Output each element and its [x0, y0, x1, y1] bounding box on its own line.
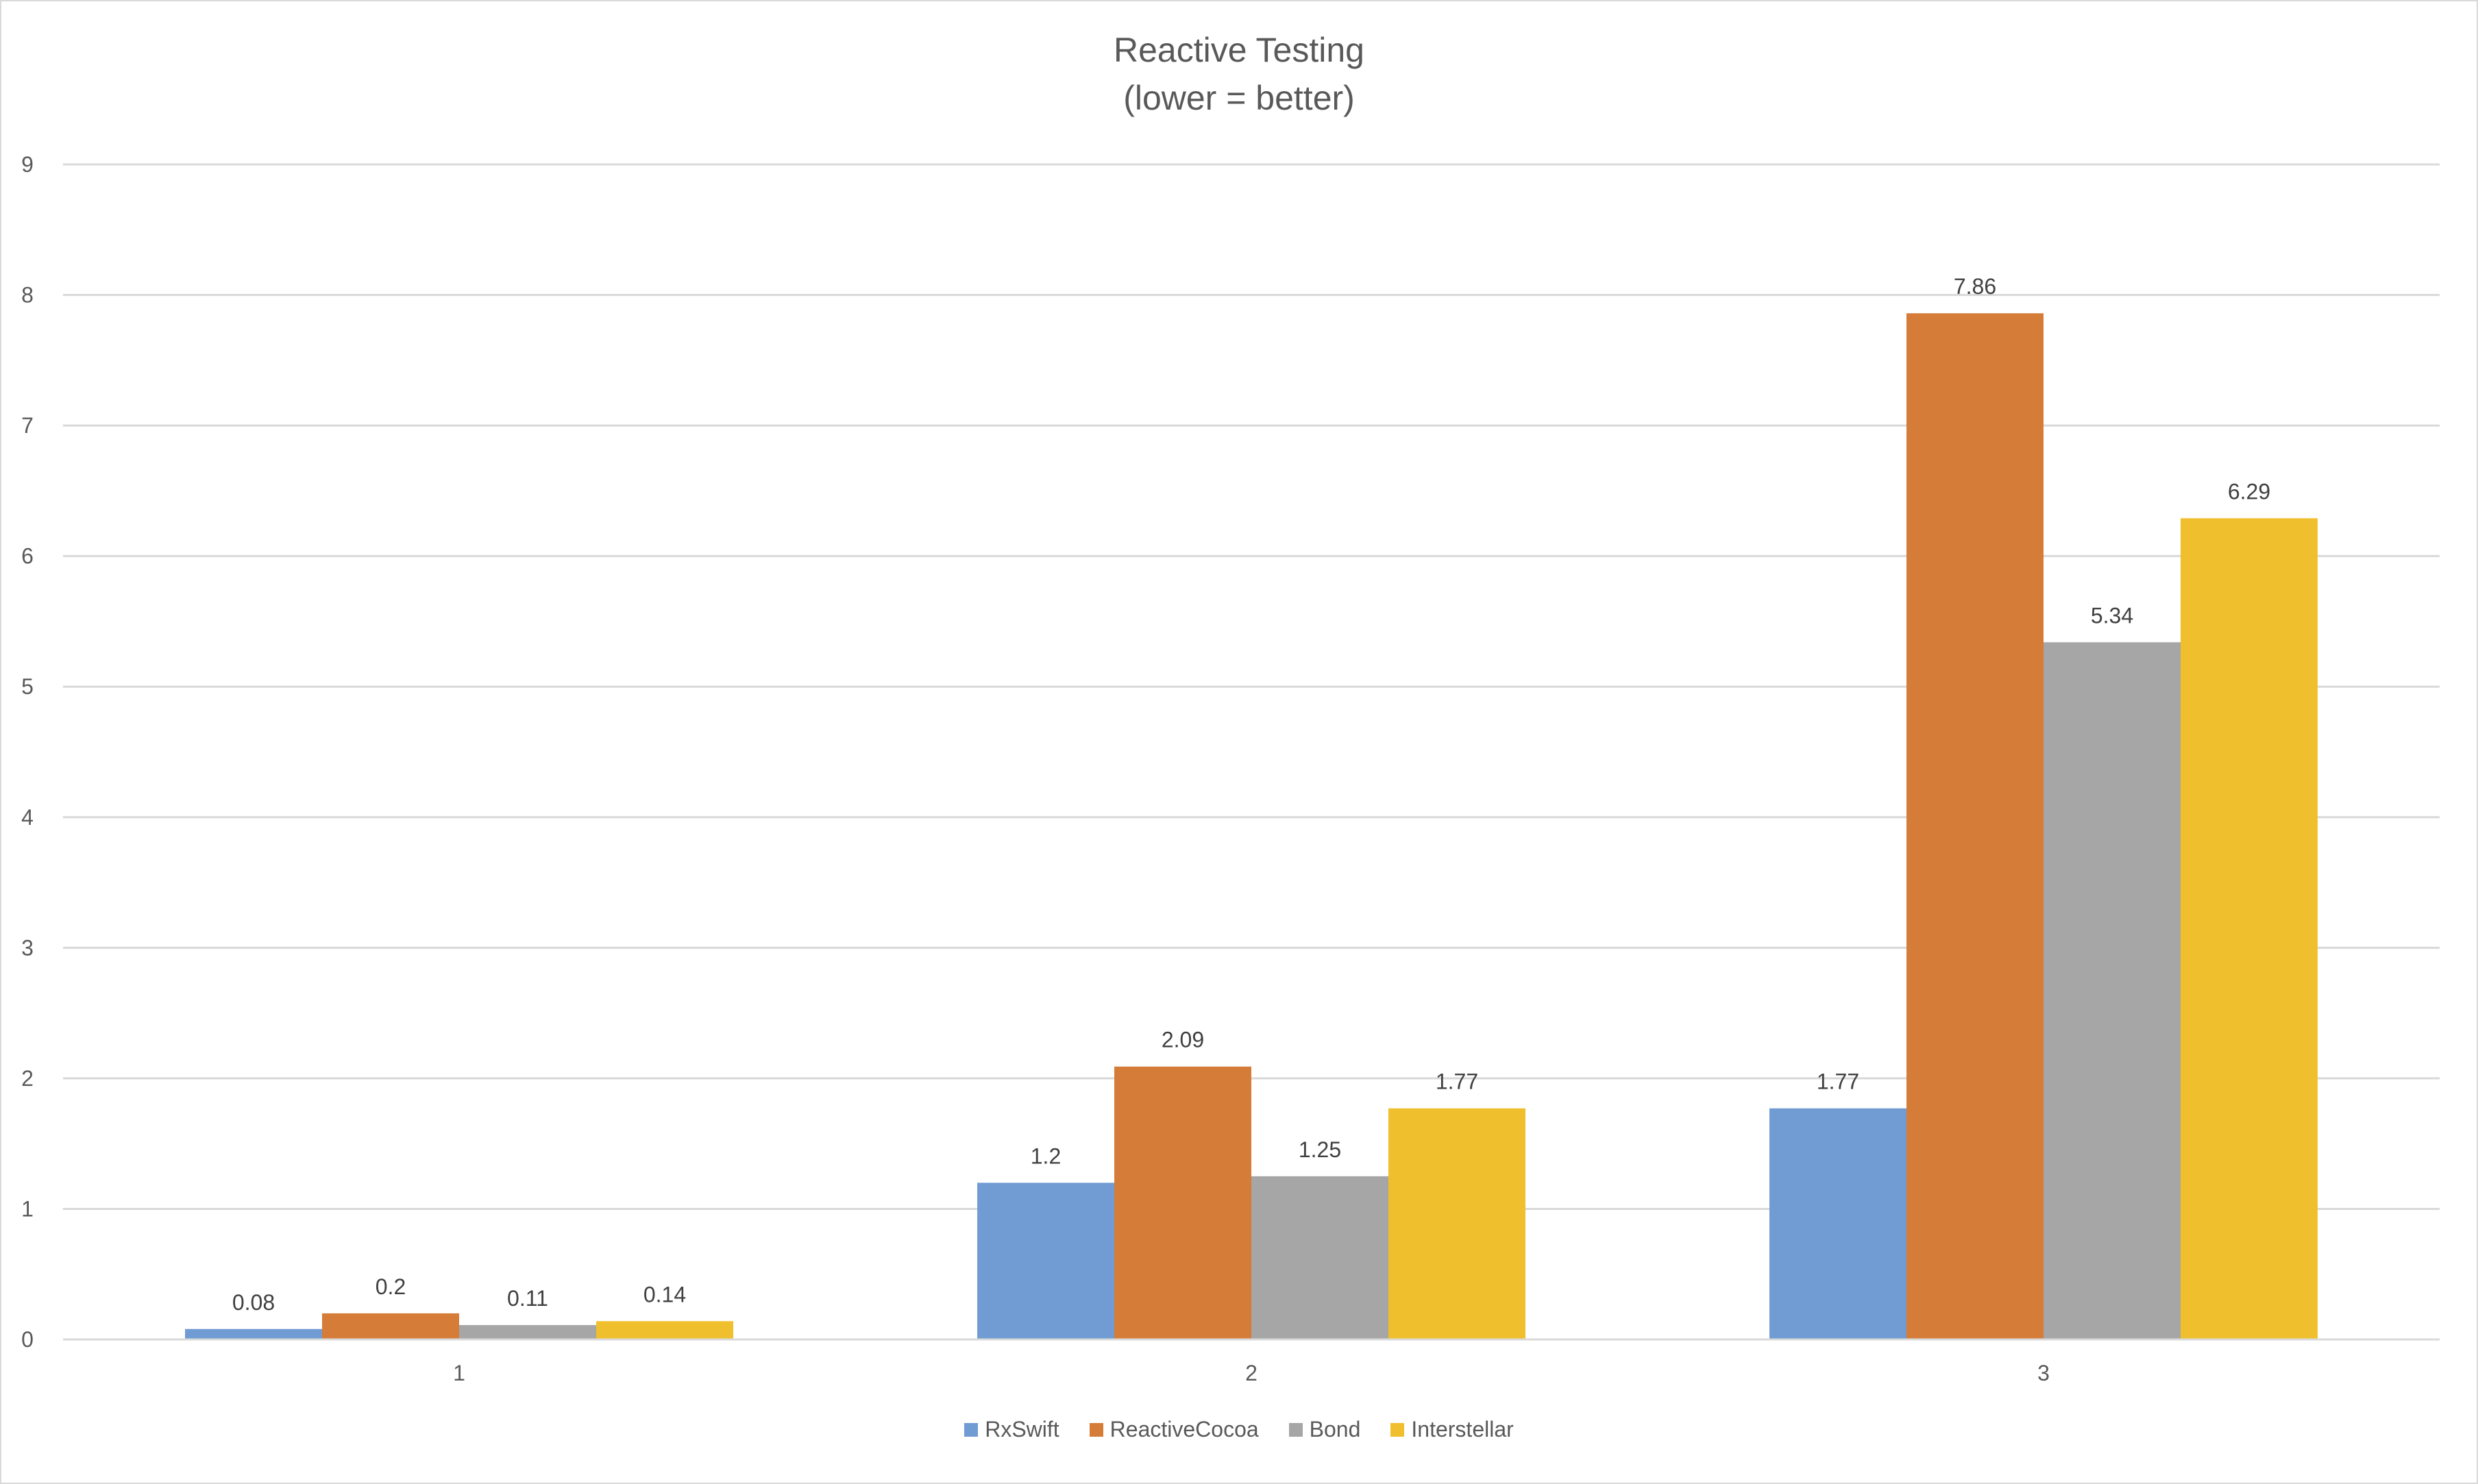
- data-label-rxswift-3: 1.77: [1817, 1069, 1859, 1094]
- chart-title: Reactive Testing: [1114, 31, 1364, 69]
- bar-rxswift-1: [185, 1328, 322, 1339]
- bar-reactivecocoa-3: [1906, 313, 2044, 1339]
- bar-bond-1: [459, 1325, 596, 1339]
- legend-item-reactivecocoa: ReactiveCocoa: [1089, 1417, 1259, 1442]
- chart-title-block: Reactive Testing (lower = better): [0, 26, 2478, 122]
- data-label-reactivecocoa-1: 0.2: [376, 1274, 406, 1299]
- chart-subtitle: (lower = better): [1123, 79, 1355, 117]
- legend-item-bond: Bond: [1288, 1417, 1361, 1442]
- legend-label-reactivecocoa: ReactiveCocoa: [1109, 1417, 1259, 1442]
- bar-bond-2: [1251, 1176, 1388, 1339]
- bars: [185, 313, 2318, 1340]
- x-tick-label-0: 1: [453, 1361, 465, 1385]
- data-label-reactivecocoa-3: 7.86: [1954, 274, 1996, 299]
- data-label-interstellar-2: 1.77: [1436, 1069, 1478, 1094]
- y-tick-label-5: 5: [21, 674, 34, 699]
- y-tick-label-7: 7: [21, 413, 34, 438]
- bar-reactivecocoa-2: [1114, 1066, 1251, 1339]
- bar-interstellar-2: [1388, 1108, 1525, 1339]
- data-label-rxswift-2: 1.2: [1031, 1143, 1061, 1168]
- legend-label-rxswift: RxSwift: [985, 1417, 1059, 1442]
- data-label-rxswift-1: 0.08: [232, 1290, 275, 1315]
- legend-swatch-interstellar: [1390, 1422, 1405, 1437]
- y-tick-label-3: 3: [21, 935, 34, 960]
- legend-item-rxswift: RxSwift: [964, 1417, 1059, 1442]
- legend-label-bond: Bond: [1309, 1417, 1361, 1442]
- legend-swatch-reactivecocoa: [1089, 1422, 1103, 1437]
- y-tick-label-1: 1: [21, 1196, 34, 1221]
- y-tick-label-4: 4: [21, 805, 34, 830]
- bar-interstellar-3: [2181, 518, 2318, 1340]
- y-tick-label-2: 2: [21, 1066, 34, 1091]
- bar-bond-3: [2044, 642, 2181, 1339]
- bar-interstellar-1: [596, 1321, 733, 1339]
- legend-swatch-rxswift: [964, 1422, 979, 1437]
- data-label-bond-3: 5.34: [2091, 603, 2133, 628]
- bar-rxswift-3: [1769, 1108, 1906, 1339]
- y-tick-label-0: 0: [21, 1327, 34, 1352]
- y-tick-label-9: 9: [21, 152, 34, 177]
- y-tick-label-6: 6: [21, 544, 34, 569]
- x-tick-label-2: 3: [2037, 1361, 2050, 1385]
- data-label-interstellar-1: 0.14: [643, 1282, 686, 1307]
- legend-label-interstellar: Interstellar: [1411, 1417, 1514, 1442]
- y-tick-label-8: 8: [21, 283, 34, 308]
- bar-reactivecocoa-1: [322, 1313, 459, 1339]
- data-label-interstellar-3: 6.29: [2228, 479, 2270, 504]
- legend-item-interstellar: Interstellar: [1390, 1417, 1514, 1442]
- data-label-bond-2: 1.25: [1299, 1137, 1341, 1162]
- legend-swatch-bond: [1288, 1422, 1303, 1437]
- data-label-reactivecocoa-2: 2.09: [1162, 1028, 1204, 1052]
- chart-legend: RxSwift ReactiveCocoa Bond Interstellar: [0, 1417, 2478, 1442]
- x-tick-label-1: 2: [1245, 1361, 1258, 1385]
- data-label-bond-1: 0.11: [507, 1286, 548, 1311]
- bar-rxswift-2: [977, 1183, 1114, 1339]
